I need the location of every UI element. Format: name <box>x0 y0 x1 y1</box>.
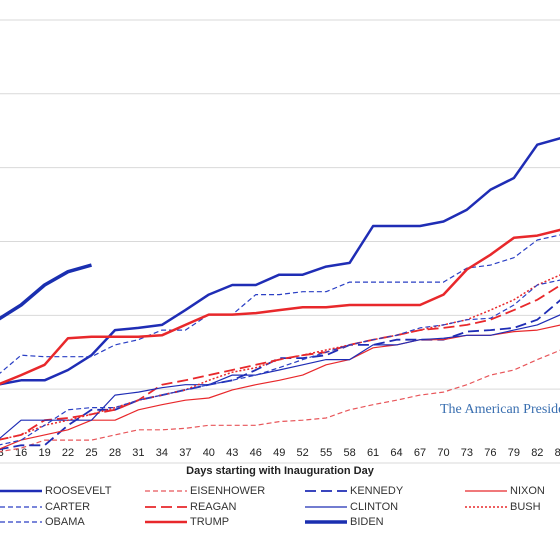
legend-label: TRUMP <box>190 516 229 528</box>
legend-label: REAGAN <box>190 501 237 513</box>
legend-label: OBAMA <box>45 516 85 528</box>
x-tick-label: 34 <box>156 447 168 459</box>
series-line <box>0 228 560 386</box>
series-line <box>0 324 560 450</box>
x-tick-label: 46 <box>250 447 262 459</box>
watermark: The American Presidency Project <box>440 402 560 417</box>
legend-label: NIXON <box>510 485 545 497</box>
series-line <box>0 314 560 439</box>
x-tick-label: 49 <box>273 447 285 459</box>
x-tick-label: 28 <box>109 447 121 459</box>
x-tick-label: 37 <box>179 447 191 459</box>
x-axis-title: Days starting with Inauguration Day <box>186 465 375 477</box>
legend-label: BIDEN <box>350 516 384 528</box>
legend-label: KENNEDY <box>350 485 404 497</box>
x-tick-label: 79 <box>508 447 520 459</box>
series-line <box>0 263 92 321</box>
x-tick-label: 31 <box>132 447 144 459</box>
legend-label: ROOSEVELT <box>45 485 112 497</box>
x-tick-label: 16 <box>15 447 27 459</box>
x-tick-label: 67 <box>414 447 426 459</box>
x-tick-label: 61 <box>367 447 379 459</box>
series-line <box>0 299 560 451</box>
x-tick-label: 22 <box>62 447 74 459</box>
x-tick-label: 58 <box>343 447 355 459</box>
x-tick-label: 64 <box>390 447 402 459</box>
x-tick-label: 76 <box>484 447 496 459</box>
x-tick-label: 43 <box>226 447 238 459</box>
legend-label: EISENHOWER <box>190 485 265 497</box>
x-tick-label: 19 <box>38 447 50 459</box>
x-tick-label: 82 <box>531 447 543 459</box>
series-line <box>0 349 560 453</box>
series-line <box>0 137 560 386</box>
x-tick-label: 52 <box>297 447 309 459</box>
x-tick-label: 13 <box>0 447 4 459</box>
x-tick-label: 25 <box>85 447 97 459</box>
x-tick-label: 40 <box>203 447 215 459</box>
x-tick-label: 73 <box>461 447 473 459</box>
x-tick-label: 85 <box>555 447 560 459</box>
x-tick-label: 70 <box>437 447 449 459</box>
x-tick-label: 55 <box>320 447 332 459</box>
legend-label: CARTER <box>45 501 90 513</box>
legend-label: BUSH <box>510 501 541 513</box>
series-line <box>0 234 560 374</box>
grid <box>0 19 560 390</box>
series-line <box>0 279 560 446</box>
legend-label: CLINTON <box>350 501 398 513</box>
